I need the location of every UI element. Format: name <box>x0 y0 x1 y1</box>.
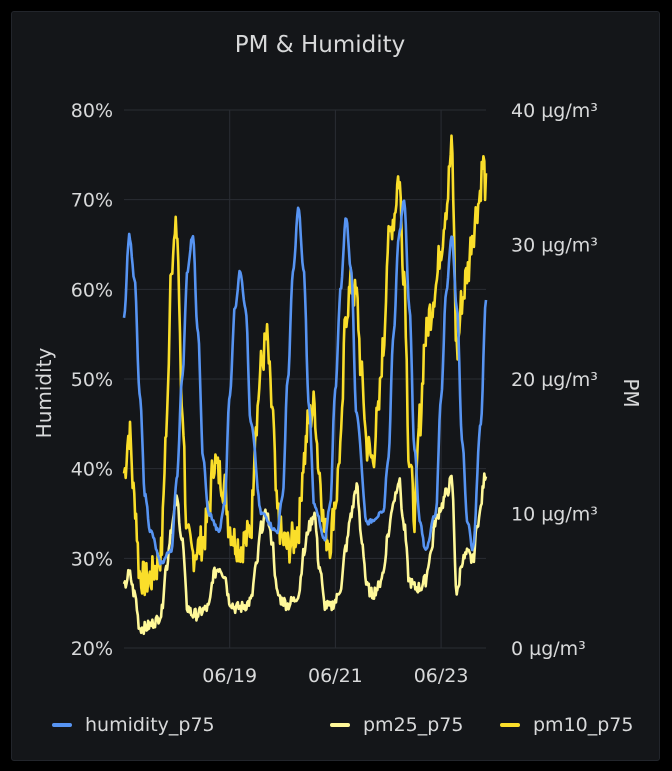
series-line-pm10_p75 <box>122 134 488 597</box>
legend-item-humidity[interactable]: humidity_p75 <box>52 711 215 739</box>
left-tick-label: 50% <box>71 369 113 391</box>
right-tick-label: 30 µg/m³ <box>511 235 598 257</box>
right-tick-label: 0 µg/m³ <box>511 638 586 660</box>
y-axis-label-left: Humidity <box>32 347 56 438</box>
left-axis: 20% 30% 40% 50% 60% 70% 80% <box>71 100 113 660</box>
left-tick-label: 60% <box>71 279 113 301</box>
chart-title: PM & Humidity <box>234 32 406 58</box>
left-tick-label: 20% <box>71 638 113 660</box>
x-tick-label: 06/21 <box>308 665 363 687</box>
left-tick-label: 80% <box>71 100 113 122</box>
x-tick-label: 06/19 <box>202 665 257 687</box>
y-axis-label-right: PM <box>619 378 643 407</box>
pm10-swatch <box>500 723 520 727</box>
right-tick-label: 20 µg/m³ <box>511 369 598 391</box>
series-line-pm25_p75 <box>122 472 488 636</box>
series-lines <box>122 134 488 636</box>
legend-item-pm25[interactable]: pm25_p75 <box>330 711 463 739</box>
series-line-humidity_p75 <box>122 199 488 566</box>
right-tick-label: 10 µg/m³ <box>511 504 598 526</box>
left-tick-label: 40% <box>71 459 113 481</box>
legend-item-pm10[interactable]: pm10_p75 <box>500 711 633 739</box>
right-tick-label: 40 µg/m³ <box>511 100 598 122</box>
legend-label-pm10: pm10_p75 <box>533 714 634 736</box>
pm25-swatch <box>330 723 350 727</box>
legend-label-pm25: pm25_p75 <box>363 714 464 736</box>
right-axis: 0 µg/m³ 10 µg/m³ 20 µg/m³ 30 µg/m³ 40 µg/m³ <box>511 100 598 660</box>
left-tick-label: 30% <box>71 548 113 570</box>
x-tick-label: 06/23 <box>414 665 469 687</box>
humidity-swatch <box>52 723 72 727</box>
left-tick-label: 70% <box>71 190 113 212</box>
grid <box>124 109 486 649</box>
x-axis: 06/19 06/21 06/23 <box>202 665 468 687</box>
legend-label-humidity: humidity_p75 <box>85 714 215 736</box>
